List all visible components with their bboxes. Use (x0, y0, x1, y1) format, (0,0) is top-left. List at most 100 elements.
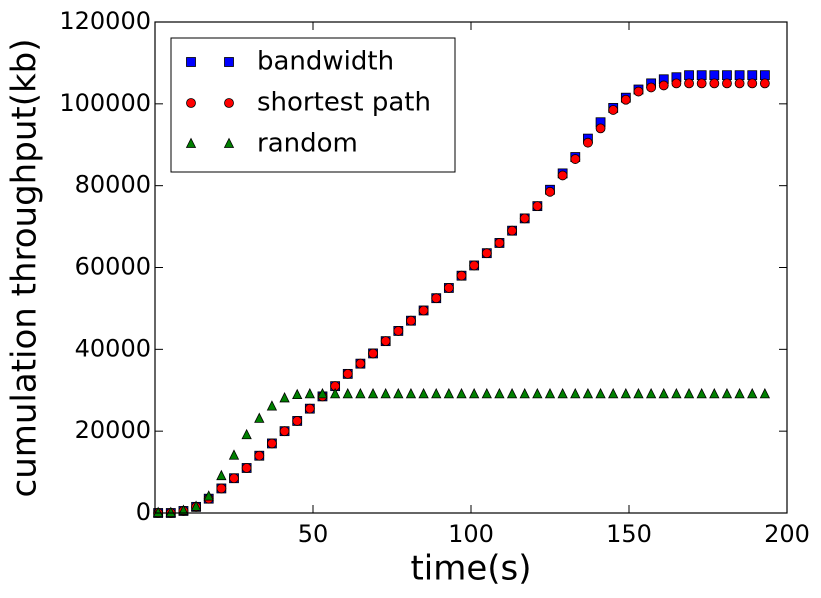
marker (633, 86, 644, 97)
marker (544, 387, 556, 399)
marker (393, 326, 404, 336)
marker (734, 70, 745, 81)
marker (443, 387, 455, 399)
marker (229, 473, 239, 484)
marker (481, 248, 492, 259)
marker (380, 387, 391, 399)
marker (595, 387, 606, 399)
marker (658, 80, 669, 91)
marker (734, 78, 745, 89)
marker (646, 82, 657, 93)
marker (532, 387, 543, 399)
marker (684, 78, 694, 89)
marker (582, 387, 594, 399)
marker (532, 201, 543, 212)
marker (279, 392, 290, 403)
marker (557, 170, 568, 181)
marker (165, 506, 176, 517)
legend-marker (224, 98, 234, 108)
marker (481, 387, 492, 399)
marker (557, 387, 568, 399)
marker (759, 70, 770, 81)
marker (292, 388, 303, 400)
marker (418, 387, 429, 399)
marker (418, 305, 429, 316)
marker (153, 506, 164, 517)
marker (380, 336, 391, 347)
marker (241, 463, 252, 473)
marker (506, 387, 518, 399)
marker (671, 78, 682, 89)
marker (228, 449, 240, 460)
marker (443, 283, 454, 293)
marker (683, 387, 695, 399)
marker (734, 387, 745, 399)
marker (216, 483, 227, 494)
legend-label: bandwidth (257, 47, 394, 77)
marker (633, 387, 644, 399)
legend-label: shortest path (257, 88, 431, 118)
marker (456, 387, 467, 399)
marker (494, 238, 505, 248)
marker (759, 387, 771, 399)
marker (696, 78, 707, 89)
legend-marker (186, 98, 196, 108)
marker (329, 387, 341, 399)
legend-marker (223, 137, 235, 148)
marker (759, 78, 770, 89)
marker (519, 213, 530, 224)
marker (304, 387, 315, 399)
y-tick-label: 120000 (59, 7, 151, 35)
marker (456, 270, 467, 281)
marker (279, 426, 290, 437)
y-tick-label: 80000 (75, 171, 151, 199)
marker (254, 412, 265, 423)
marker (292, 416, 303, 426)
x-tick-label: 50 (298, 520, 329, 548)
marker (747, 78, 758, 89)
x-tick-label: 150 (606, 520, 652, 548)
marker (595, 123, 606, 134)
marker (317, 387, 328, 399)
marker (583, 137, 593, 148)
marker (684, 70, 694, 81)
marker (722, 70, 732, 81)
marker (494, 387, 505, 399)
marker (608, 105, 619, 115)
marker (469, 260, 480, 271)
plot-frame (154, 21, 788, 514)
marker (355, 358, 366, 369)
y-tick-label: 100000 (59, 89, 151, 117)
marker (254, 450, 265, 461)
legend-marker (186, 57, 196, 67)
legend-label: random (257, 129, 358, 159)
legend-marker (185, 137, 197, 148)
marker (266, 400, 278, 411)
marker (570, 154, 581, 164)
marker (178, 504, 189, 515)
marker (696, 70, 707, 81)
marker (545, 186, 555, 197)
marker (747, 70, 758, 81)
marker (507, 225, 517, 236)
marker (722, 78, 732, 89)
marker (431, 387, 442, 399)
marker (709, 78, 720, 89)
marker (367, 387, 379, 399)
marker (342, 368, 353, 379)
marker (570, 387, 581, 399)
marker (406, 315, 416, 326)
marker (342, 387, 353, 399)
marker (747, 387, 758, 399)
marker (203, 490, 214, 501)
marker (620, 94, 631, 105)
marker (721, 387, 733, 399)
y-tick-label: 20000 (75, 416, 151, 444)
marker (355, 387, 366, 399)
marker (304, 403, 315, 414)
marker (216, 469, 227, 481)
marker (431, 293, 442, 304)
marker (190, 500, 202, 511)
marker (645, 387, 657, 399)
marker (696, 387, 707, 399)
